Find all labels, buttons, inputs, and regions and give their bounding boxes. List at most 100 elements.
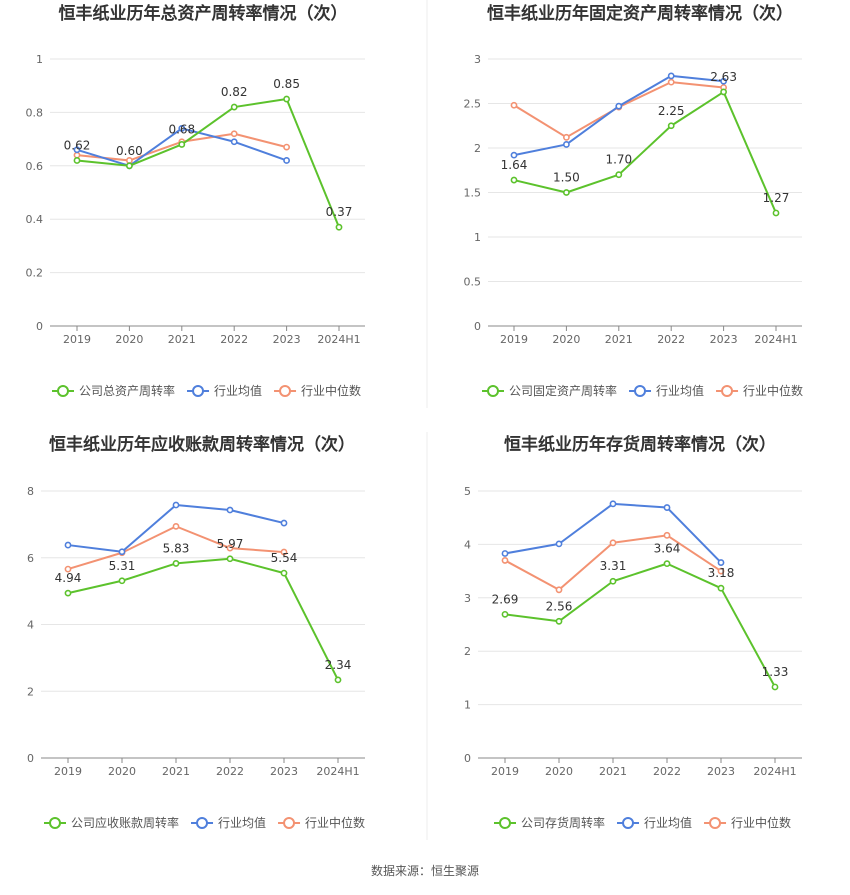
data-label: 3.18 xyxy=(708,566,735,580)
series-line-company xyxy=(504,562,776,688)
data-label: 0.85 xyxy=(273,77,300,91)
legend-item-company: 公司总资产周转率 xyxy=(52,383,175,398)
y-tick-label: 5 xyxy=(464,485,471,498)
legend-label: 公司应收账款周转率 xyxy=(71,815,179,830)
legend-marker xyxy=(487,385,499,397)
legend-item-avg: 行业均值 xyxy=(191,815,266,830)
data-point-company xyxy=(125,162,133,170)
legend-label: 公司固定资产周转率 xyxy=(509,383,617,398)
legend-label: 公司总资产周转率 xyxy=(79,383,175,398)
data-point-avg xyxy=(64,541,72,549)
data-label: 5.54 xyxy=(271,551,298,565)
y-tick-label: 0 xyxy=(474,320,481,333)
y-tick-label: 0.4 xyxy=(26,213,44,226)
x-tick-label: 2020 xyxy=(108,765,136,778)
data-label: 1.64 xyxy=(501,158,528,172)
data-point-avg xyxy=(172,501,180,509)
data-point-avg xyxy=(178,125,186,132)
y-tick-label: 3 xyxy=(464,592,471,605)
data-point-median xyxy=(172,522,180,530)
x-tick-label: 2021 xyxy=(599,765,627,778)
data-point-company xyxy=(501,610,509,618)
x-tick-label: 2021 xyxy=(605,333,633,346)
data-point-median xyxy=(125,157,133,164)
legend-label: 行业均值 xyxy=(218,815,266,830)
legend-item-median: 行业中位数 xyxy=(704,815,791,830)
legend-marker xyxy=(279,385,292,397)
data-point-company xyxy=(772,209,780,217)
data-point-company xyxy=(73,157,81,164)
chart-panel-3: 恒丰纸业历年应收账款周转率情况（次） 0 2 4 6 8 2019 2020 2021 2022 2… xyxy=(27,434,365,830)
x-tick-label: 2021 xyxy=(168,333,196,346)
data-point-company xyxy=(663,560,671,568)
data-point-median xyxy=(73,151,81,159)
data-point-company xyxy=(280,569,288,577)
chart-panel-4: 恒丰纸业历年存货周转率情况（次） 0 1 2 3 4 5 2019 2020 2021 2022 20… xyxy=(464,434,802,830)
data-point-company xyxy=(226,555,234,563)
legend-label: 行业均值 xyxy=(644,815,692,830)
data-label: 2.34 xyxy=(325,658,352,672)
data-point-company xyxy=(172,560,180,567)
data-label: 1.50 xyxy=(553,171,580,185)
x-tick-label: 2022 xyxy=(220,333,248,346)
data-point-company xyxy=(717,584,725,592)
data-point-company xyxy=(64,589,72,597)
data-label: 2.25 xyxy=(658,104,685,118)
data-point-company xyxy=(118,577,126,585)
data-point-avg xyxy=(501,550,509,557)
y-tick-label: 1 xyxy=(464,699,471,712)
data-label: 5.31 xyxy=(109,559,136,573)
data-label: 0.68 xyxy=(168,122,195,136)
data-point-avg xyxy=(720,77,727,85)
chart-title: 恒丰纸业历年应收账款周转率情况（次） xyxy=(49,434,355,455)
legend-item-avg: 行业均值 xyxy=(187,383,262,398)
data-point-avg xyxy=(609,500,617,508)
chart-panel-1: 恒丰纸业历年总资产周转率情况（次） 0 0.2 0.4 0.6 0.8 1 2019 2020 2… xyxy=(26,3,365,398)
y-tick-label: 0.5 xyxy=(464,276,482,289)
x-tick-label: 2019 xyxy=(54,765,82,778)
legend-label: 公司存货周转率 xyxy=(521,815,605,830)
legend-label: 行业中位数 xyxy=(743,383,803,398)
legend-marker xyxy=(49,817,61,829)
legend-label: 行业均值 xyxy=(214,383,262,398)
data-point-median xyxy=(510,101,518,109)
legend-marker xyxy=(634,385,647,397)
y-tick-label: 4 xyxy=(27,619,34,632)
legend-marker xyxy=(499,817,511,829)
y-tick-label: 0 xyxy=(27,752,34,765)
data-point-median xyxy=(501,557,509,564)
legend-marker xyxy=(192,385,205,397)
data-label: 0.37 xyxy=(326,205,353,219)
data-label: 0.60 xyxy=(116,144,143,158)
y-tick-label: 2 xyxy=(474,142,481,155)
x-tick-label: 2024H1 xyxy=(317,333,360,346)
data-point-company xyxy=(555,617,563,625)
legend-item-company: 公司固定资产周转率 xyxy=(482,383,617,398)
y-tick-label: 3 xyxy=(474,53,481,66)
legend-label: 行业中位数 xyxy=(301,383,361,398)
x-tick-label: 2023 xyxy=(270,765,298,778)
series-line-company xyxy=(513,90,777,214)
data-point-avg xyxy=(717,559,725,566)
y-tick-label: 1 xyxy=(36,53,43,66)
data-label: 0.82 xyxy=(221,85,248,99)
data-point-median xyxy=(230,130,238,138)
data-point-avg xyxy=(615,102,623,110)
legend-item-median: 行业中位数 xyxy=(716,383,803,398)
legend-label: 行业均值 xyxy=(656,383,704,398)
y-tick-label: 1.5 xyxy=(464,187,482,200)
x-tick-label: 2022 xyxy=(653,765,681,778)
y-tick-label: 2.5 xyxy=(464,98,482,111)
chart-title: 恒丰纸业历年存货周转率情况（次） xyxy=(504,434,776,455)
y-tick-label: 8 xyxy=(27,485,34,498)
x-tick-label: 2022 xyxy=(657,333,685,346)
data-point-avg xyxy=(555,540,563,548)
legend-marker xyxy=(721,385,734,397)
y-tick-label: 2 xyxy=(464,645,471,658)
x-tick-label: 2024H1 xyxy=(753,765,796,778)
data-point-avg xyxy=(510,151,518,159)
legend-item-avg: 行业均值 xyxy=(629,383,704,398)
data-source-footer: 数据来源：恒生聚源 xyxy=(370,864,479,878)
